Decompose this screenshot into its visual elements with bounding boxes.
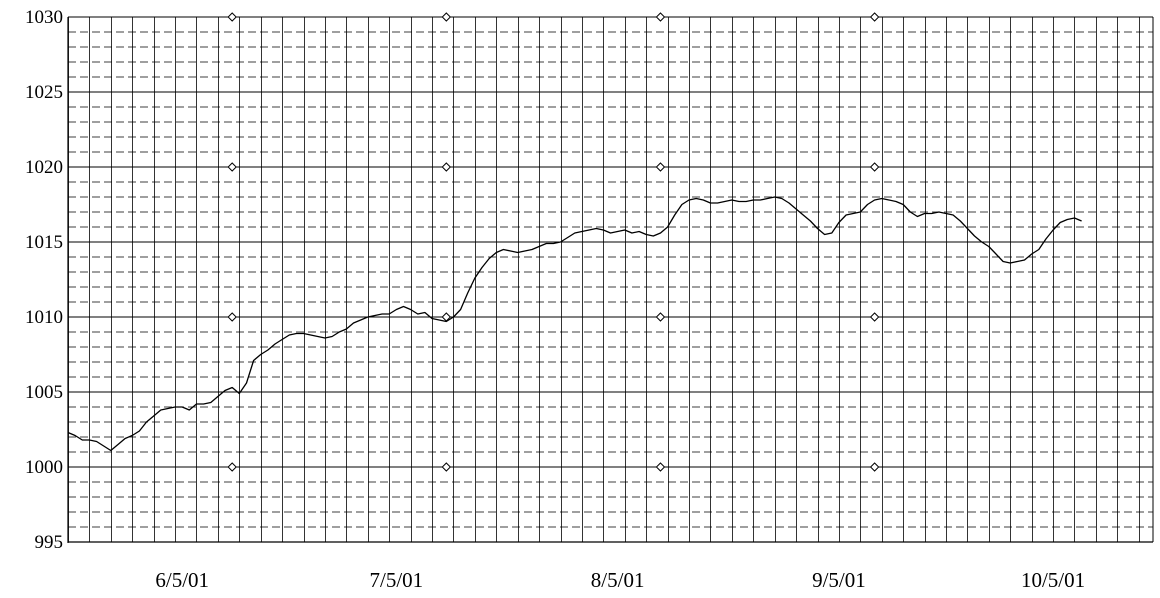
diamond-marker bbox=[227, 162, 237, 172]
diamond-marker bbox=[655, 162, 666, 172]
diamond-marker bbox=[655, 12, 666, 22]
y-tick-label: 1025 bbox=[25, 82, 63, 103]
diamond-marker bbox=[869, 312, 880, 322]
diamond-marker bbox=[655, 462, 666, 472]
y-tick-label: 1005 bbox=[25, 382, 63, 403]
y-tick-label: 1020 bbox=[25, 157, 63, 178]
diamond-marker bbox=[441, 462, 452, 472]
x-tick-label: 9/5/01 bbox=[812, 568, 866, 592]
diamond-marker bbox=[869, 462, 880, 472]
series-line bbox=[67, 196, 1082, 452]
diamond-marker bbox=[655, 312, 666, 322]
diamond-marker bbox=[869, 162, 880, 172]
x-tick-label: 6/5/01 bbox=[155, 568, 209, 592]
grid bbox=[68, 16, 1153, 543]
y-tick-label: 1000 bbox=[25, 457, 63, 478]
tick-labels: 995 1000 1005 1010 1015 1020 1025 1030 6/5/01 7/5… bbox=[25, 7, 1085, 592]
y-tick-label: 1010 bbox=[25, 307, 63, 328]
x-tick-label: 8/5/01 bbox=[591, 568, 645, 592]
diamond-marker bbox=[869, 12, 880, 22]
diamond-marker bbox=[441, 162, 452, 172]
y-tick-label: 1015 bbox=[25, 232, 63, 253]
diamond-markers bbox=[227, 12, 880, 472]
y-tick-label: 995 bbox=[35, 532, 64, 553]
diamond-marker bbox=[227, 462, 237, 472]
y-tick-label: 1030 bbox=[25, 7, 63, 28]
diamond-marker bbox=[227, 312, 237, 322]
x-tick-label: 10/5/01 bbox=[1021, 568, 1085, 592]
x-tick-label: 7/5/01 bbox=[370, 568, 424, 592]
diamond-marker bbox=[227, 12, 237, 22]
series bbox=[67, 196, 1082, 452]
diamond-marker bbox=[441, 12, 452, 22]
axes bbox=[67, 17, 1154, 543]
